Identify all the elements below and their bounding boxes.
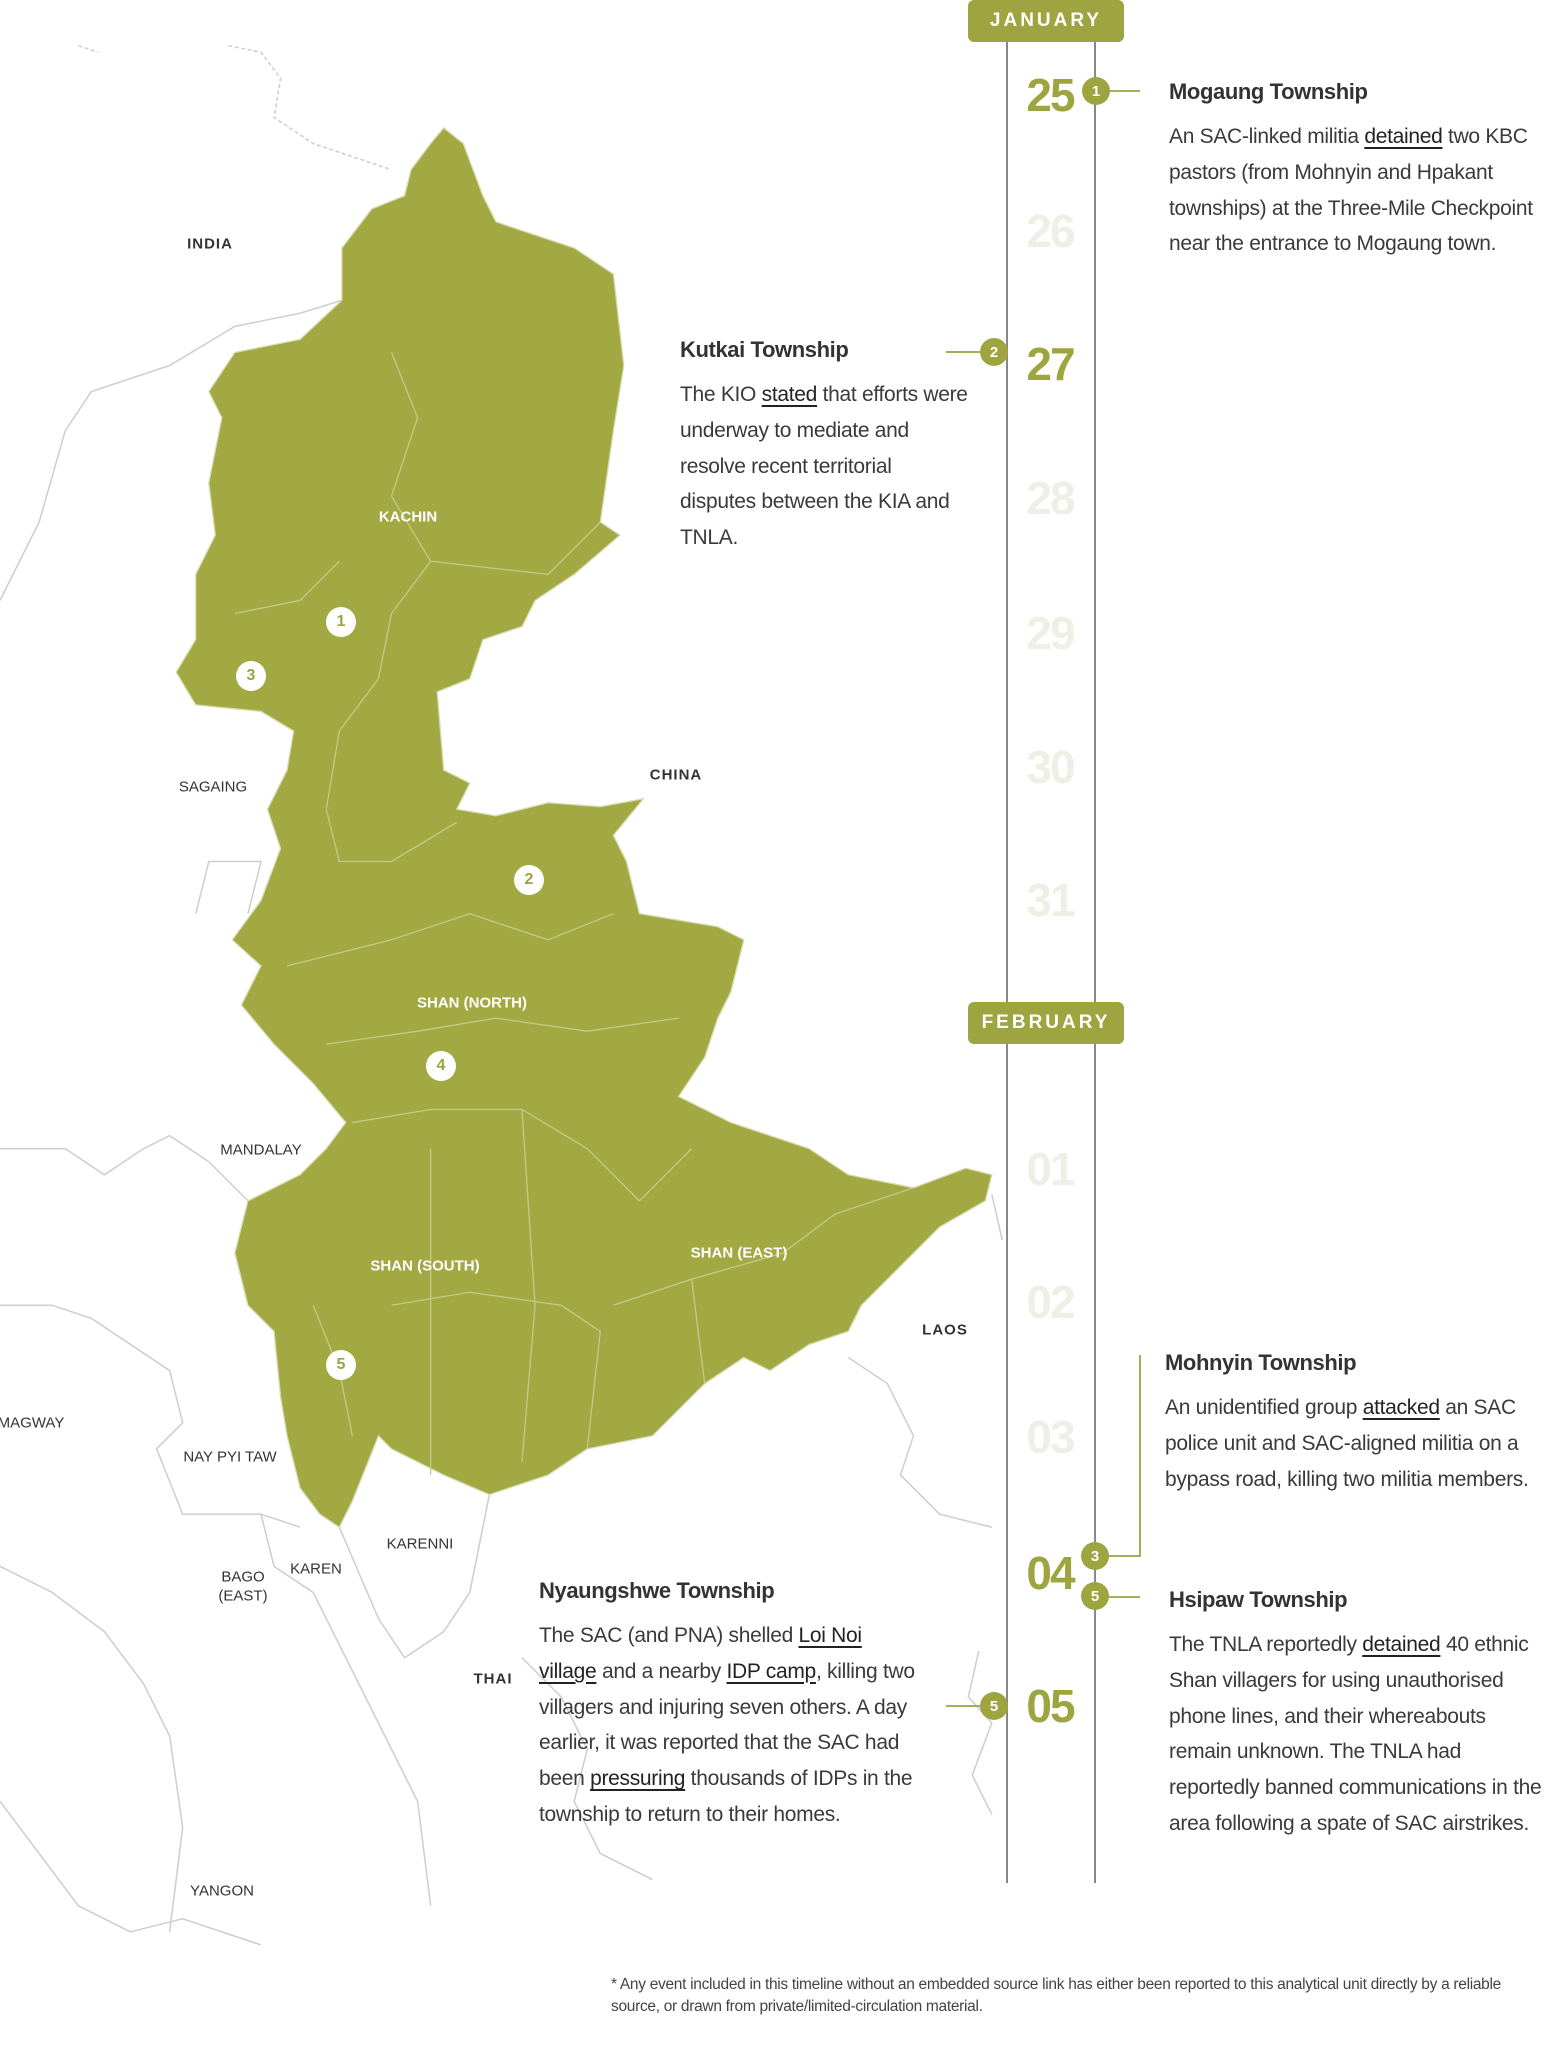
map-label-india: INDIA bbox=[187, 235, 233, 253]
country-borders bbox=[0, 44, 1004, 1946]
map-label-shan-north: SHAN (NORTH) bbox=[417, 994, 527, 1012]
event-text: An SAC-linked militia bbox=[1169, 125, 1365, 148]
date-31: 31 bbox=[1026, 874, 1075, 926]
connector bbox=[1139, 1355, 1141, 1557]
date-27: 27 bbox=[1026, 338, 1075, 390]
month-header-january: JANUARY bbox=[968, 0, 1124, 42]
date-01: 01 bbox=[1026, 1143, 1075, 1195]
event-mohnyin: Mohnyin Township An unidentified group at… bbox=[1165, 1350, 1535, 1497]
event-body: The KIO stated that efforts were underwa… bbox=[680, 377, 970, 556]
event-text: an SAC police unit and SAC-aligned milit… bbox=[1165, 1396, 1529, 1491]
map-label-kachin: KACHIN bbox=[378, 508, 438, 526]
event-text: The TNLA reportedly bbox=[1169, 1633, 1363, 1656]
event-text: The KIO bbox=[680, 383, 762, 406]
event-text: that efforts were underway to mediate an… bbox=[680, 383, 968, 550]
timeline-line-right bbox=[1094, 42, 1096, 1883]
source-link[interactable]: attacked bbox=[1362, 1396, 1440, 1419]
map-marker[interactable]: 3 bbox=[236, 661, 266, 691]
map-label-yangon: YANGON bbox=[190, 1882, 254, 1900]
date-05: 05 bbox=[1026, 1680, 1075, 1732]
map-label-sagaing: SAGAING bbox=[178, 778, 248, 796]
date-03: 03 bbox=[1026, 1411, 1075, 1463]
timeline-line-left bbox=[1006, 42, 1008, 1883]
map-label-thai: THAI bbox=[473, 1670, 513, 1688]
source-link[interactable]: Loi Noi village bbox=[539, 1624, 862, 1683]
connector bbox=[946, 351, 994, 353]
footnote: * Any event included in this timeline wi… bbox=[611, 1976, 1501, 2015]
source-link[interactable]: stated bbox=[761, 383, 818, 406]
map-label-karen: KAREN bbox=[290, 1560, 342, 1578]
source-link[interactable]: detained bbox=[1362, 1633, 1441, 1656]
event-text: thousands of IDPs in the township to ret… bbox=[539, 1767, 913, 1826]
date-29: 29 bbox=[1026, 607, 1075, 659]
date-28: 28 bbox=[1026, 472, 1075, 524]
source-link[interactable]: detained bbox=[1364, 125, 1443, 148]
source-link[interactable]: IDP camp bbox=[726, 1659, 817, 1683]
map-label-shan-east: SHAN (EAST) bbox=[690, 1244, 788, 1262]
event-title: Mogaung Township bbox=[1169, 79, 1368, 104]
event-title: Kutkai Township bbox=[680, 337, 849, 362]
connector bbox=[946, 1705, 994, 1707]
map-label-nay-pyi-taw: NAY PYI TAW bbox=[183, 1448, 277, 1466]
map-label-shan-south: SHAN (SOUTH) bbox=[370, 1257, 480, 1275]
connector bbox=[1095, 1555, 1140, 1557]
month-header-february: FEBRUARY bbox=[968, 1002, 1124, 1044]
map-label-laos: LAOS bbox=[922, 1321, 968, 1339]
date-02: 02 bbox=[1026, 1276, 1075, 1328]
event-hsipaw: Hsipaw Township The TNLA reportedly detai… bbox=[1169, 1587, 1544, 1842]
timeline-marker[interactable]: 1 bbox=[1082, 77, 1110, 105]
event-body: An unidentified group attacked an SAC po… bbox=[1165, 1390, 1535, 1497]
event-body: An SAC-linked militia detained two KBC p… bbox=[1169, 119, 1559, 262]
event-body: The SAC (and PNA) shelled Loi Noi villag… bbox=[539, 1618, 919, 1833]
map-label-magway: MAGWAY bbox=[0, 1414, 65, 1432]
map-label-china: CHINA bbox=[649, 766, 703, 784]
map-label-bago-east: BAGO (EAST) bbox=[218, 1568, 268, 1604]
township-borders bbox=[234, 352, 914, 1475]
map-label-mandalay: MANDALAY bbox=[220, 1141, 302, 1159]
event-text: The SAC (and PNA) shelled bbox=[539, 1624, 799, 1647]
event-title: Nyaungshwe Township bbox=[539, 1578, 775, 1603]
timeline-marker[interactable]: 5 bbox=[980, 1692, 1008, 1720]
event-title: Mohnyin Township bbox=[1165, 1350, 1357, 1375]
event-mogaung: Mogaung Township An SAC-linked militia de… bbox=[1169, 79, 1559, 262]
date-26: 26 bbox=[1026, 205, 1075, 257]
map-marker[interactable]: 4 bbox=[426, 1051, 456, 1081]
event-text: two KBC pastors (from Mohnyin and Hpakan… bbox=[1169, 125, 1533, 256]
timeline-marker[interactable]: 5 bbox=[1081, 1582, 1109, 1610]
date-30: 30 bbox=[1026, 741, 1075, 793]
map-marker[interactable]: 2 bbox=[514, 865, 544, 895]
source-link[interactable]: pressuring bbox=[590, 1767, 686, 1791]
event-text: 40 ethnic Shan villagers for using unaut… bbox=[1169, 1633, 1542, 1835]
timeline-marker[interactable]: 2 bbox=[980, 338, 1008, 366]
event-text: An unidentified group bbox=[1165, 1396, 1363, 1419]
event-body: The TNLA reportedly detained 40 ethnic S… bbox=[1169, 1627, 1544, 1842]
event-text: , killing two villagers and injuring sev… bbox=[539, 1659, 915, 1791]
event-title: Hsipaw Township bbox=[1169, 1587, 1348, 1612]
event-kutkai: Kutkai Township The KIO stated that effor… bbox=[680, 337, 970, 556]
connector bbox=[1096, 90, 1140, 92]
map-marker[interactable]: 5 bbox=[326, 1350, 356, 1380]
map-label-karenni: KARENNI bbox=[386, 1535, 454, 1553]
date-25: 25 bbox=[1026, 69, 1075, 121]
event-text: and a nearby bbox=[596, 1659, 727, 1683]
date-04: 04 bbox=[1026, 1547, 1075, 1599]
connector bbox=[1095, 1596, 1140, 1598]
map-marker[interactable]: 1 bbox=[326, 607, 356, 637]
event-nyaungshwe: Nyaungshwe Township The SAC (and PNA) she… bbox=[539, 1578, 919, 1833]
region-kachin-shan bbox=[175, 127, 993, 1529]
timeline-marker[interactable]: 3 bbox=[1081, 1542, 1109, 1570]
